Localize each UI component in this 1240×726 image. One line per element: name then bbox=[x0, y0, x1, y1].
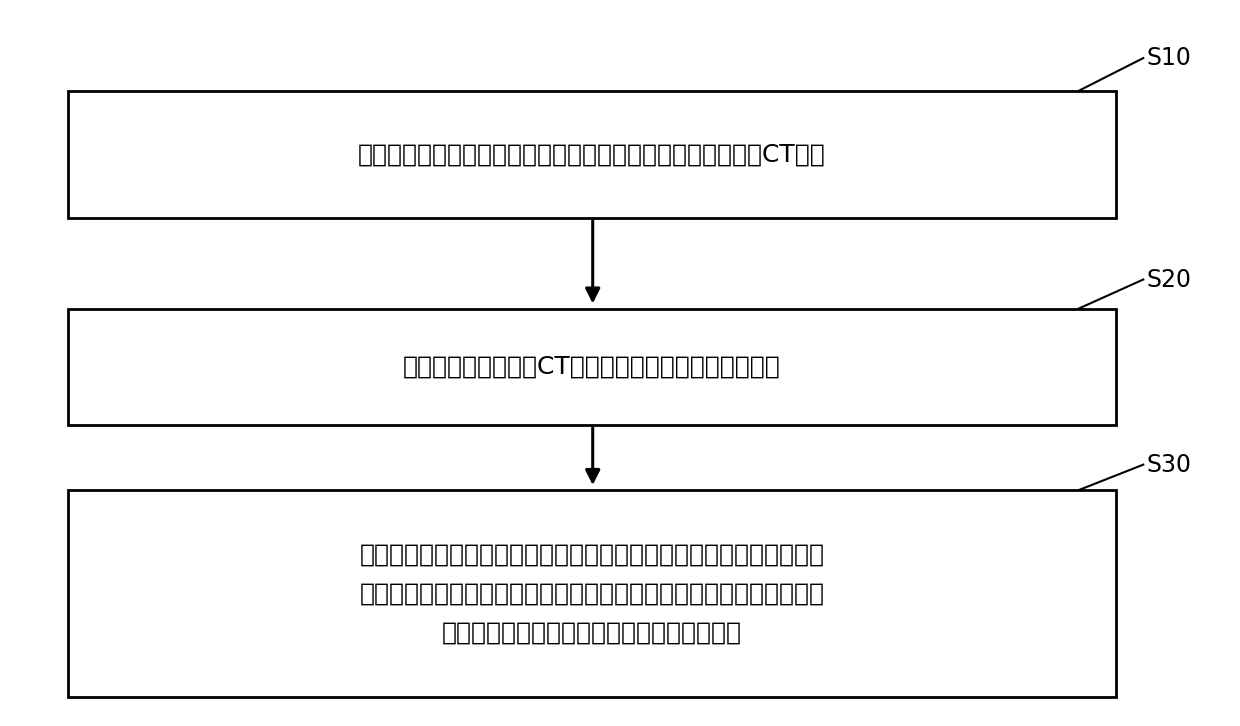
Text: S30: S30 bbox=[1147, 452, 1192, 477]
Text: 通过预存的三维卷积神经像素分割网络、以及三维卷积神经网络分类器
对所述调节图像进行结节分析，得到并输出所述调节图像的确定结节区
域、以及对所述确定结节区域的第一: 通过预存的三维卷积神经像素分割网络、以及三维卷积神经网络分类器 对所述调节图像进… bbox=[360, 542, 825, 645]
Text: 在接收到病历处理指令时，获取所述病历处理指令对应的目标CT图像: 在接收到病历处理指令时，获取所述病历处理指令对应的目标CT图像 bbox=[358, 142, 826, 166]
Text: S20: S20 bbox=[1147, 267, 1192, 292]
Bar bbox=[68, 91, 1116, 218]
Text: S10: S10 bbox=[1147, 46, 1192, 70]
Text: 获取并调节所述目标CT图像的显示参数，得到调节图像: 获取并调节所述目标CT图像的显示参数，得到调节图像 bbox=[403, 354, 781, 379]
Bar bbox=[68, 490, 1116, 697]
Bar bbox=[68, 309, 1116, 425]
